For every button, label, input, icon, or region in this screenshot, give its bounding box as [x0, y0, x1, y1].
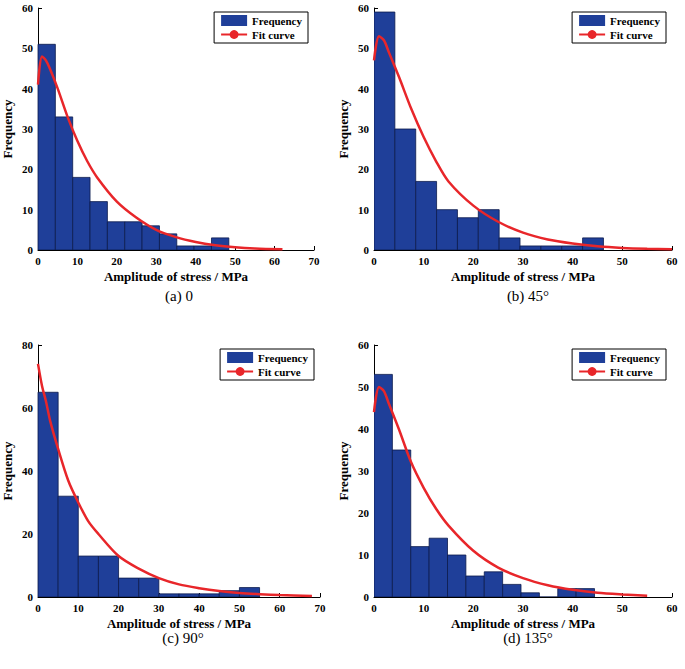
svg-text:Amplitude of stress / MPa: Amplitude of stress / MPa [450, 616, 596, 631]
svg-text:60: 60 [274, 602, 286, 614]
svg-text:20: 20 [358, 163, 370, 175]
svg-text:60: 60 [269, 255, 281, 267]
svg-text:(d) 135°: (d) 135° [503, 630, 553, 647]
svg-text:60: 60 [667, 602, 679, 614]
svg-text:Fit curve: Fit curve [252, 29, 295, 41]
svg-text:10: 10 [73, 602, 85, 614]
svg-text:70: 70 [315, 602, 327, 614]
svg-text:50: 50 [617, 255, 629, 267]
svg-text:10: 10 [358, 204, 370, 216]
svg-text:40: 40 [22, 83, 34, 95]
svg-text:Amplitude of stress / MPa: Amplitude of stress / MPa [104, 269, 249, 284]
svg-text:40: 40 [358, 83, 370, 95]
svg-text:20: 20 [22, 528, 34, 540]
svg-text:20: 20 [358, 507, 370, 519]
svg-text:Fit curve: Fit curve [610, 29, 653, 41]
svg-text:0: 0 [28, 244, 34, 256]
svg-text:60: 60 [22, 2, 34, 14]
svg-text:30: 30 [518, 255, 530, 267]
svg-text:30: 30 [22, 123, 34, 135]
svg-text:30: 30 [358, 123, 370, 135]
svg-text:60: 60 [22, 402, 34, 414]
svg-text:Frequency: Frequency [0, 99, 15, 158]
svg-text:0: 0 [364, 244, 370, 256]
svg-text:10: 10 [22, 204, 34, 216]
svg-text:0: 0 [28, 591, 34, 603]
svg-text:20: 20 [468, 255, 480, 267]
svg-text:Frequency: Frequency [252, 15, 302, 27]
svg-text:10: 10 [418, 255, 430, 267]
svg-text:60: 60 [358, 339, 370, 351]
svg-text:40: 40 [358, 423, 370, 435]
svg-text:40: 40 [22, 465, 34, 477]
svg-text:40: 40 [567, 255, 579, 267]
svg-text:50: 50 [230, 255, 242, 267]
svg-text:Amplitude of stress / MPa: Amplitude of stress / MPa [106, 616, 252, 631]
svg-text:Frequency: Frequency [610, 15, 660, 27]
svg-text:60: 60 [667, 255, 679, 267]
svg-text:10: 10 [358, 549, 370, 561]
svg-text:0: 0 [371, 602, 377, 614]
svg-text:30: 30 [358, 465, 370, 477]
svg-text:30: 30 [153, 602, 165, 614]
svg-text:50: 50 [617, 602, 629, 614]
svg-text:50: 50 [358, 42, 370, 54]
svg-text:Frequency: Frequency [336, 441, 351, 500]
svg-text:Frequency: Frequency [610, 352, 660, 364]
svg-text:20: 20 [22, 163, 34, 175]
svg-text:50: 50 [358, 381, 370, 393]
svg-text:Amplitude of stress / MPa: Amplitude of stress / MPa [451, 269, 596, 284]
svg-text:60: 60 [358, 2, 370, 14]
svg-text:20: 20 [113, 602, 125, 614]
svg-text:40: 40 [567, 602, 579, 614]
svg-text:80: 80 [22, 339, 34, 351]
svg-text:10: 10 [72, 255, 84, 267]
svg-text:Frequency: Frequency [336, 99, 351, 158]
svg-text:Fit curve: Fit curve [258, 366, 301, 378]
svg-text:0: 0 [371, 255, 377, 267]
svg-text:0: 0 [35, 602, 41, 614]
svg-text:20: 20 [468, 602, 480, 614]
svg-text:10: 10 [418, 602, 430, 614]
svg-text:70: 70 [309, 255, 321, 267]
svg-text:0: 0 [364, 591, 370, 603]
svg-text:(a) 0: (a) 0 [165, 288, 193, 305]
svg-text:(c) 90°: (c) 90° [162, 630, 203, 647]
svg-text:50: 50 [22, 42, 34, 54]
svg-text:30: 30 [151, 255, 163, 267]
svg-text:40: 40 [190, 255, 202, 267]
svg-text:(b) 45°: (b) 45° [507, 288, 549, 305]
svg-text:50: 50 [234, 602, 246, 614]
svg-text:30: 30 [518, 602, 530, 614]
svg-text:Frequency: Frequency [258, 352, 308, 364]
svg-text:Fit curve: Fit curve [610, 366, 653, 378]
svg-text:40: 40 [194, 602, 206, 614]
svg-text:20: 20 [111, 255, 123, 267]
svg-text:0: 0 [35, 255, 41, 267]
svg-text:Frequency: Frequency [0, 441, 15, 500]
